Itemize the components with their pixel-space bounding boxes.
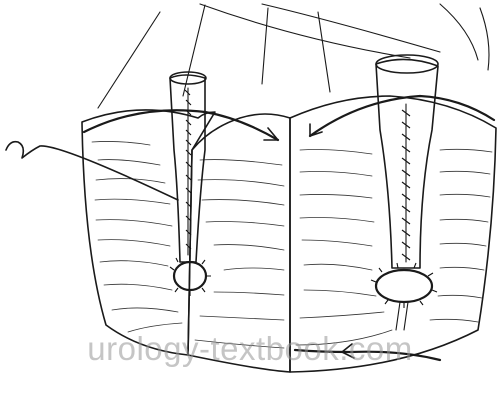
right-flap: [289, 95, 497, 373]
incision-arc: [82, 94, 496, 362]
background-lines: [97, 3, 490, 109]
arrow-bottom-icon: [341, 343, 355, 359]
suture-needle: [5, 140, 179, 201]
arrow-right-icon: [309, 123, 323, 137]
left-ureter: [169, 71, 211, 296]
needle-icon: [5, 140, 179, 201]
right-ureteral-orifice: [374, 268, 434, 304]
arrow-left-icon: [263, 127, 279, 141]
middle-flap: [187, 113, 291, 373]
right-ureter: [370, 54, 439, 331]
